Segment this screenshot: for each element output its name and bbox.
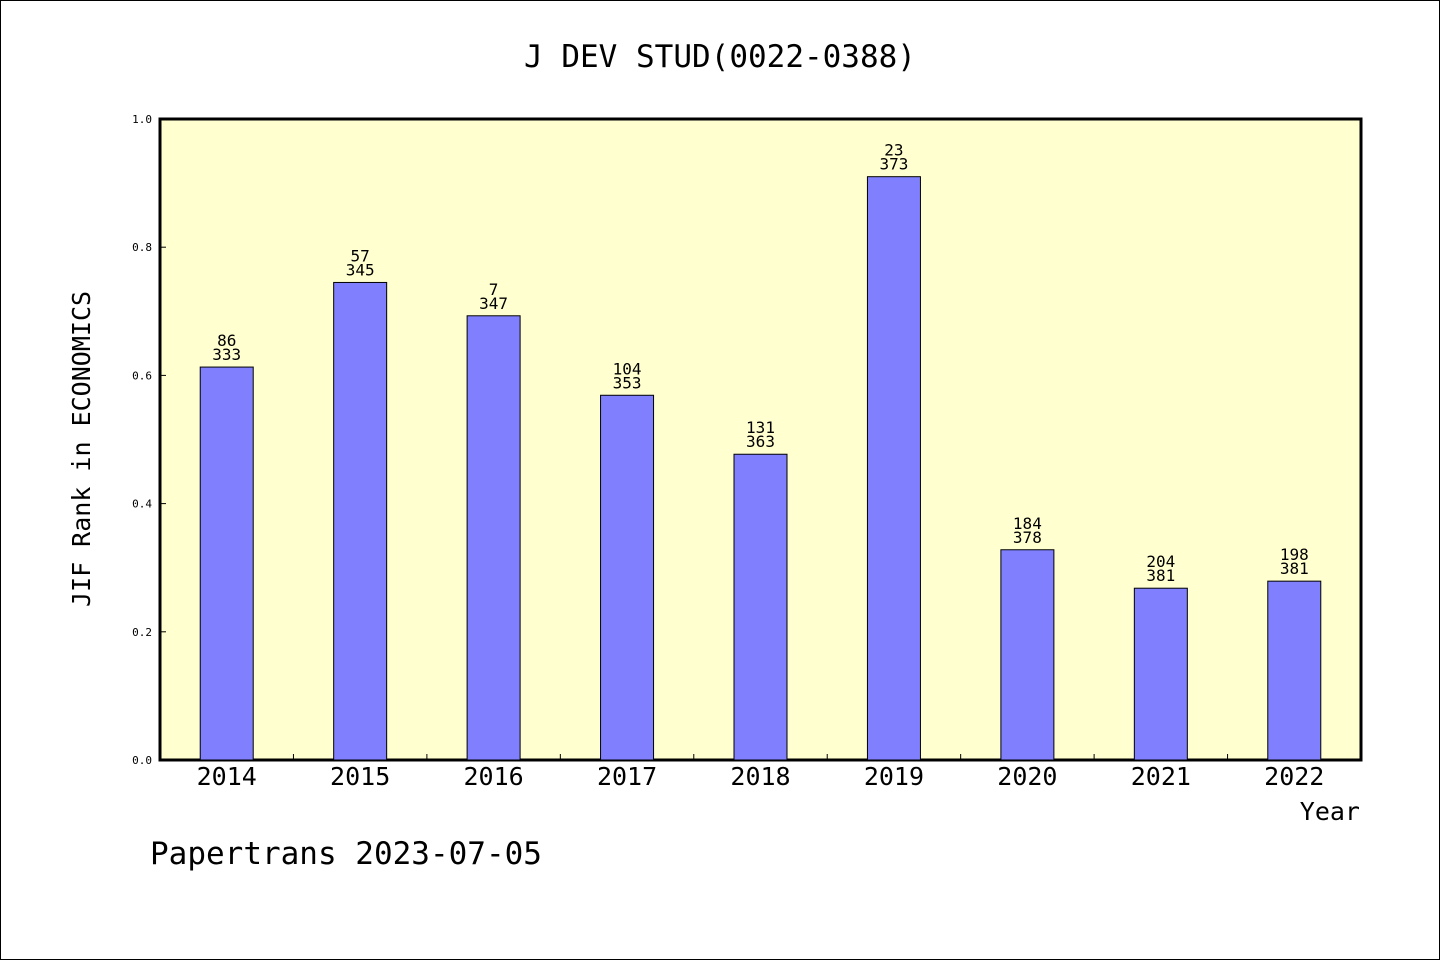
y-axis: 0.0 0.2 0.4 0.6 0.8 1.0 [132, 113, 166, 767]
bar-rank-label: 86 [217, 331, 236, 350]
bar-rank-label: 57 [351, 246, 370, 265]
bar-total-label: 381 [1146, 566, 1175, 585]
x-tick-label: 2015 [330, 762, 390, 791]
bar-total-label: 378 [1013, 528, 1042, 547]
x-tick-label: 2018 [730, 762, 790, 791]
bar-2019 [866, 176, 921, 761]
bar-rank-label: 204 [1146, 552, 1175, 571]
bar-2018 [733, 453, 788, 761]
footer-caption: Papertrans 2023-07-05 [150, 836, 542, 872]
bar-2016 [466, 315, 521, 761]
x-tick-label: 2022 [1264, 762, 1324, 791]
y-tick-label: 0.2 [132, 626, 152, 639]
x-tick-label: 2021 [1131, 762, 1191, 791]
x-axis-label: Year [1300, 797, 1360, 826]
y-tick-label: 0.4 [132, 498, 152, 511]
y-tick-label: 0.8 [132, 241, 152, 254]
x-tick-label: 2017 [597, 762, 657, 791]
bar-total-label: 333 [212, 345, 241, 364]
bar-rank-label: 198 [1280, 545, 1309, 564]
bar-rank-label: 184 [1013, 514, 1042, 533]
x-tick-label: 2014 [197, 762, 257, 791]
x-axis: 2014 2015 2016 2017 2018 2019 2020 2021 2022 [197, 754, 1324, 791]
chart-title: J DEV STUD(0022-0388) [524, 39, 916, 75]
bar-2022 [1267, 580, 1322, 761]
bar-2020 [1000, 549, 1055, 761]
bar-rank-label: 7 [489, 280, 499, 299]
bar-2017 [600, 394, 655, 761]
y-tick-label: 0.6 [132, 369, 152, 382]
bar-2014 [199, 366, 254, 761]
bar-rank-label: 23 [884, 141, 903, 160]
bar-total-label: 345 [346, 260, 375, 279]
y-tick-label: 0.0 [132, 754, 152, 767]
bar-2015 [333, 281, 388, 761]
bar-total-label: 363 [746, 432, 775, 451]
bar-total-label: 353 [613, 373, 642, 392]
bar-rank-label: 131 [746, 418, 775, 437]
bar-rank-label: 104 [613, 359, 642, 378]
bar-total-label: 347 [479, 294, 508, 313]
y-axis-label: JIF Rank in ECONOMICS [67, 291, 96, 607]
bar-total-label: 381 [1280, 559, 1309, 578]
bar-total-label: 373 [879, 155, 908, 174]
x-tick-label: 2020 [997, 762, 1057, 791]
y-tick-label: 1.0 [132, 113, 152, 126]
x-tick-label: 2016 [464, 762, 524, 791]
x-tick-label: 2019 [864, 762, 924, 791]
bar-2021 [1133, 587, 1188, 761]
